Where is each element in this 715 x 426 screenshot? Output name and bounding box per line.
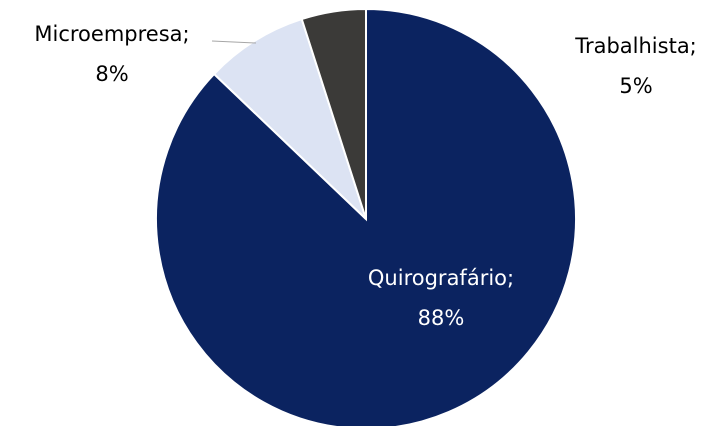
data-label-name: Quirografário; [368, 266, 514, 290]
data-label-value: 8% [95, 62, 128, 86]
data-label-value: 88% [418, 306, 465, 330]
data-label-value: 5% [619, 74, 652, 98]
pie-slice [155, 7, 577, 426]
pie-slice [300, 7, 367, 220]
data-label-name: Trabalhista; [574, 34, 697, 58]
pie-slice [212, 17, 367, 220]
leader-line [211, 40, 257, 44]
data-label-name: Microempresa; [34, 22, 189, 46]
